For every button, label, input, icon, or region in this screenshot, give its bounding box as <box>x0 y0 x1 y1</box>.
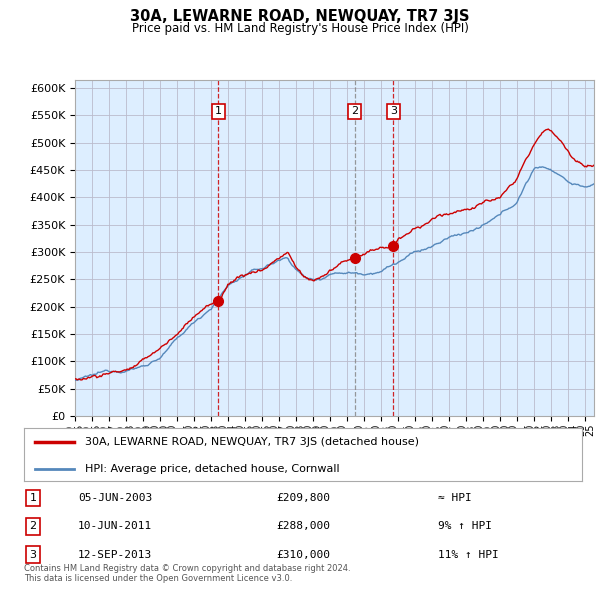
Text: £209,800: £209,800 <box>276 493 330 503</box>
Text: 1: 1 <box>29 493 37 503</box>
Text: 11% ↑ HPI: 11% ↑ HPI <box>438 550 499 559</box>
Text: 9% ↑ HPI: 9% ↑ HPI <box>438 522 492 531</box>
Text: 2: 2 <box>351 106 358 116</box>
Text: Price paid vs. HM Land Registry's House Price Index (HPI): Price paid vs. HM Land Registry's House … <box>131 22 469 35</box>
Text: ≈ HPI: ≈ HPI <box>438 493 472 503</box>
Text: 30A, LEWARNE ROAD, NEWQUAY, TR7 3JS: 30A, LEWARNE ROAD, NEWQUAY, TR7 3JS <box>130 9 470 24</box>
Text: £310,000: £310,000 <box>276 550 330 559</box>
Text: HPI: Average price, detached house, Cornwall: HPI: Average price, detached house, Corn… <box>85 464 340 474</box>
Text: 10-JUN-2011: 10-JUN-2011 <box>78 522 152 531</box>
Text: 30A, LEWARNE ROAD, NEWQUAY, TR7 3JS (detached house): 30A, LEWARNE ROAD, NEWQUAY, TR7 3JS (det… <box>85 437 419 447</box>
Text: 12-SEP-2013: 12-SEP-2013 <box>78 550 152 559</box>
Text: 3: 3 <box>390 106 397 116</box>
Text: £288,000: £288,000 <box>276 522 330 531</box>
Text: Contains HM Land Registry data © Crown copyright and database right 2024.
This d: Contains HM Land Registry data © Crown c… <box>24 563 350 583</box>
Text: 1: 1 <box>215 106 222 116</box>
Text: 05-JUN-2003: 05-JUN-2003 <box>78 493 152 503</box>
Text: 3: 3 <box>29 550 37 559</box>
Text: 2: 2 <box>29 522 37 531</box>
